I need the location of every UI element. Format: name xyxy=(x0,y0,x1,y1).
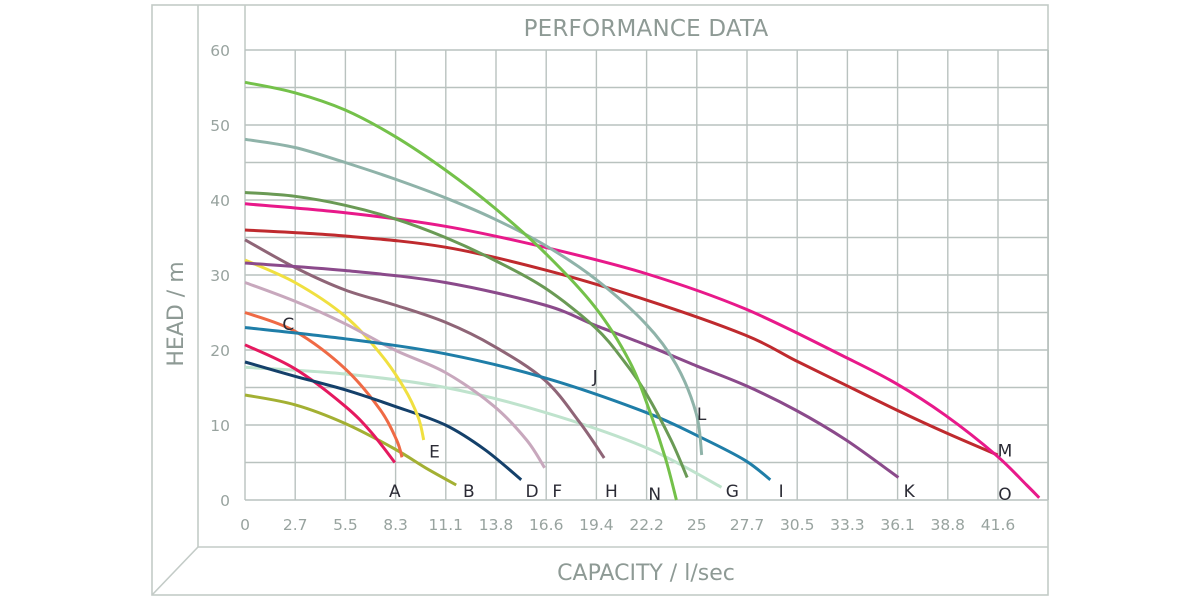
x-tick-label: 19.4 xyxy=(579,516,614,534)
curve-label-n: N xyxy=(648,485,661,505)
curve-m xyxy=(244,228,999,457)
curve-k xyxy=(244,261,900,479)
curve-label-f: F xyxy=(552,482,562,502)
chart-title: PERFORMANCE DATA xyxy=(524,16,769,42)
x-tick-label: 38.8 xyxy=(931,516,966,534)
curve-e xyxy=(244,258,426,441)
curve-i xyxy=(244,326,772,481)
curve-label-m: M xyxy=(998,442,1013,462)
curve-label-j: J xyxy=(592,367,598,387)
curve-label-o: O xyxy=(998,485,1011,505)
curve-label-b: B xyxy=(463,482,475,502)
x-axis-ticks: 0 2.7 5.5 8.3 11.1 13.8 16.6 19.4 22.2 25 27.7 30.5… xyxy=(240,516,1015,534)
curve-label-g: G xyxy=(726,482,739,502)
curve-label-c: C xyxy=(282,315,294,335)
x-tick-label: 8.3 xyxy=(383,516,408,534)
curve-label-i: I xyxy=(779,482,784,502)
y-axis-ticks: 0 10 20 30 40 50 60 xyxy=(210,42,230,510)
pump-curves xyxy=(244,80,1041,501)
curve-g xyxy=(244,365,723,489)
grid-lines xyxy=(244,49,1049,501)
curve-f xyxy=(244,281,546,469)
y-tick-label: 0 xyxy=(220,492,230,510)
y-tick-label: 40 xyxy=(210,192,230,210)
y-tick-label: 20 xyxy=(210,342,230,360)
x-axis-label: CAPACITY / l/sec xyxy=(557,561,735,586)
curve-label-d: D xyxy=(525,482,538,502)
curve-j xyxy=(244,191,689,479)
curve-label-e: E xyxy=(429,442,440,462)
curve-d xyxy=(244,360,523,481)
x-tick-label: 25 xyxy=(687,516,707,534)
curve-labels: A B C D E F G H I J K L M N O xyxy=(282,315,1012,505)
y-axis-label: HEAD / m xyxy=(164,261,189,366)
x-tick-label: 36.1 xyxy=(880,516,915,534)
x-tick-label: 5.5 xyxy=(333,516,358,534)
y-tick-label: 30 xyxy=(210,267,230,285)
x-tick-label: 30.5 xyxy=(780,516,815,534)
x-tick-label: 2.7 xyxy=(283,516,308,534)
curve-n xyxy=(244,80,678,501)
x-tick-label: 13.8 xyxy=(479,516,514,534)
x-tick-label: 11.1 xyxy=(429,516,464,534)
y-tick-label: 50 xyxy=(210,117,230,135)
curve-h xyxy=(244,238,606,459)
curve-label-l: L xyxy=(697,405,707,425)
curve-a xyxy=(244,343,396,464)
x-tick-label: 0 xyxy=(240,516,250,534)
x-tick-label: 16.6 xyxy=(529,516,564,534)
curve-label-k: K xyxy=(904,482,916,502)
x-tick-label: 22.2 xyxy=(629,516,664,534)
curve-b xyxy=(244,393,457,487)
chart-frame xyxy=(151,4,1049,596)
curve-c xyxy=(244,311,404,458)
curve-o xyxy=(244,202,1041,499)
x-tick-label: 27.7 xyxy=(730,516,765,534)
curve-label-a: A xyxy=(389,482,401,502)
y-tick-label: 10 xyxy=(210,417,230,435)
y-tick-label: 60 xyxy=(210,42,230,60)
curve-label-h: H xyxy=(605,482,618,502)
x-tick-label: 33.3 xyxy=(830,516,865,534)
x-tick-label: 41.6 xyxy=(981,516,1016,534)
